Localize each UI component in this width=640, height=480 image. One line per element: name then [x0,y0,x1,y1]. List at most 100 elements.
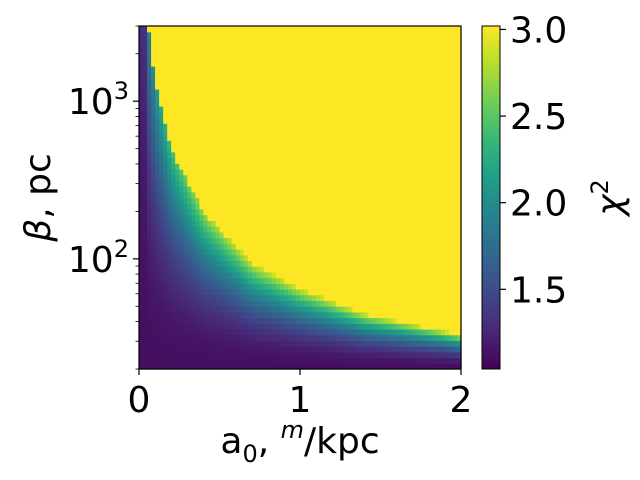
heatmap-cell [139,168,144,176]
heatmap-cell [400,31,406,39]
heatmap-cell [239,220,245,227]
heatmap-cell [295,203,301,210]
heatmap-cell [400,311,406,319]
heatmap-cell [155,26,160,33]
heatmap-cell [175,197,180,204]
heatmap-cell [263,340,269,347]
heatmap-cell [304,197,309,204]
heatmap-cell [259,334,265,342]
heatmap-cell [179,226,184,233]
heatmap-cell [412,191,418,199]
heatmap-cell [295,174,301,181]
heatmap-cell [171,351,176,359]
heatmap-cell [328,168,333,176]
heatmap-cell [227,271,233,279]
heatmap-cell [312,128,317,136]
heatmap-cell [456,283,462,290]
heatmap-cell [336,48,341,56]
heatmap-cell [388,214,394,221]
heatmap-cell [444,254,450,261]
heatmap-cell [291,328,297,336]
heatmap-cell [239,214,245,221]
heatmap-cell [360,163,366,170]
heatmap-cell [320,146,325,153]
heatmap-cell [384,128,390,136]
heatmap-cell [416,294,422,301]
heatmap-cell [187,134,192,141]
heatmap-cell [396,140,402,147]
heatmap-cell [432,66,438,73]
heatmap-cell [259,83,265,90]
heatmap-cell [143,106,148,113]
heatmap-cell [271,134,277,141]
heatmap-cell [320,157,325,164]
heatmap-cell [235,363,241,370]
heatmap-cell [215,128,221,136]
heatmap-cell [324,334,329,342]
x-tick-label: 0 [128,380,151,421]
heatmap-cell [328,363,333,370]
heatmap-cell [263,300,269,307]
heatmap-cell [199,77,205,84]
heatmap-cell [304,140,309,147]
heatmap-cell [143,66,148,73]
heatmap-cell [175,260,180,267]
heatmap-cell [416,254,422,261]
heatmap-cell [227,191,233,199]
heatmap-cell [243,37,249,44]
heatmap-cell [231,191,237,199]
heatmap-cell [259,151,265,159]
heatmap-cell [247,346,253,353]
heatmap-cell [267,237,273,244]
heatmap-cell [203,43,209,50]
heatmap-cell [179,111,184,119]
heatmap-cell [440,100,446,107]
heatmap-cell [316,254,321,261]
heatmap-cell [295,271,301,279]
heatmap-cell [235,146,241,153]
heatmap-cell [275,288,281,296]
heatmap-cell [195,351,200,359]
heatmap-cell [400,208,406,216]
heatmap-cell [291,123,297,130]
heatmap-cell [163,157,168,164]
heatmap-cell [396,31,402,39]
heatmap-cell [159,117,164,124]
heatmap-cell [231,157,237,164]
heatmap-cell [159,300,164,307]
heatmap-cell [380,106,386,113]
heatmap-cell [328,66,333,73]
heatmap-cell [368,134,374,141]
heatmap-cell [263,174,269,181]
heatmap-cell [400,351,406,359]
heatmap-cell [368,306,374,313]
heatmap-cell [388,237,394,244]
heatmap-cell [271,197,277,204]
heatmap-cell [368,151,374,159]
heatmap-cell [223,260,229,267]
heatmap-cell [183,140,188,147]
heatmap-cell [239,323,245,330]
heatmap-cell [239,237,245,244]
heatmap-cell [243,186,249,193]
heatmap-cell [436,174,442,181]
heatmap-cell [167,146,172,153]
heatmap-cell [287,340,293,347]
heatmap-cell [279,203,285,210]
heatmap-cell [452,306,458,313]
heatmap-cell [175,208,180,216]
heatmap-cell [420,231,426,239]
heatmap-cell [243,328,249,336]
heatmap-cell [291,157,297,164]
heatmap-cell [283,157,289,164]
heatmap-cell [424,128,430,136]
heatmap-cell [420,43,426,50]
heatmap-cell [207,203,213,210]
heatmap-cell [139,66,144,73]
heatmap-cell [364,214,370,221]
heatmap-cell [380,220,386,227]
heatmap-cell [348,54,353,61]
heatmap-cell [396,254,402,261]
heatmap-cell [400,334,406,342]
heatmap-cell [243,334,249,342]
